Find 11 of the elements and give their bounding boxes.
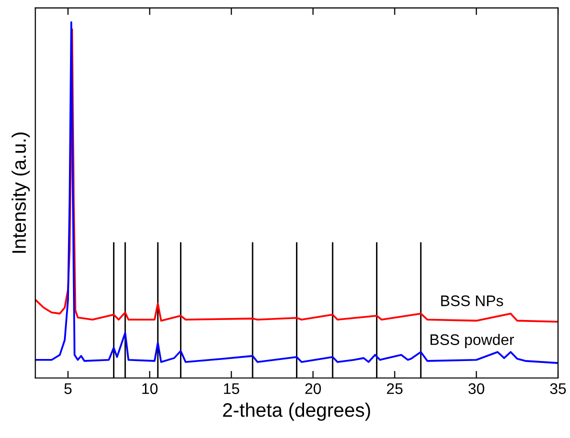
x-tick-label: 5 (64, 383, 72, 394)
x-tick-label: 25 (386, 383, 403, 394)
x-tick-label: 35 (550, 383, 566, 394)
series-label: BSS powder (430, 334, 514, 348)
x-tick-label: 30 (468, 383, 484, 394)
x-axis-title: 2-theta (degrees) (223, 402, 370, 421)
x-tick-label: 10 (142, 383, 158, 394)
x-tick-label: 20 (305, 383, 321, 394)
y-axis-title: Intensity (a.u.) (12, 132, 30, 253)
series-label: BSS NPs (441, 295, 504, 306)
x-tick-label: 15 (224, 383, 240, 394)
